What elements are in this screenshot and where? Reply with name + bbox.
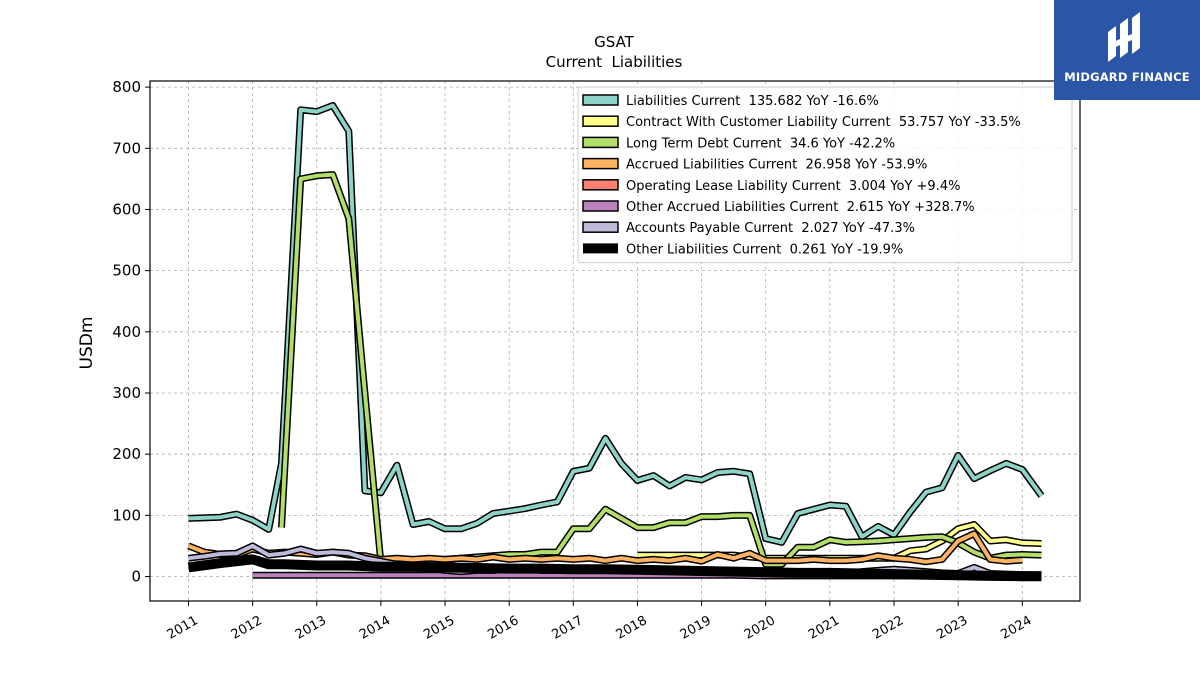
chart-title: GSAT xyxy=(594,33,635,51)
x-tick-label: 2018 xyxy=(614,613,650,643)
y-tick-label: 200 xyxy=(112,445,141,463)
series-line xyxy=(187,554,1042,582)
y-tick-label: 300 xyxy=(112,384,141,402)
legend: Liabilities Current 135.682 YoY -16.6% Co… xyxy=(577,86,1073,264)
x-tick-label: 2012 xyxy=(229,613,265,643)
legend-swatch xyxy=(582,179,619,191)
x-tick-label: 2020 xyxy=(742,613,778,643)
y-tick-label: 600 xyxy=(112,200,141,218)
x-tick-label: 2013 xyxy=(293,613,329,643)
chart-subtitle: Current Liabilities xyxy=(546,53,683,71)
x-tick-label: 2015 xyxy=(421,613,457,643)
plot-frame xyxy=(149,80,1081,602)
brand-name: MIDGARD FINANCE xyxy=(1064,70,1190,84)
x-tick-label: 2017 xyxy=(549,613,585,643)
series-line-path xyxy=(188,103,1044,545)
midgard-logo-icon xyxy=(1108,12,1140,62)
legend-swatch xyxy=(582,200,619,212)
legend-label: Other Liabilities Current 0.261 YoY -19.… xyxy=(626,242,903,257)
y-tick-label: 400 xyxy=(112,323,141,341)
legend-swatch xyxy=(582,94,619,106)
legend-swatch xyxy=(582,221,619,233)
legend-swatch xyxy=(582,136,619,149)
y-tick-label: 800 xyxy=(112,78,141,96)
series-line-path xyxy=(187,554,1042,582)
y-tick-label: 100 xyxy=(112,506,141,524)
y-tick-label: 0 xyxy=(131,568,141,586)
legend-label: Contract With Customer Liability Current… xyxy=(626,115,1021,130)
legend-swatch xyxy=(582,115,619,127)
x-tick-label: 2024 xyxy=(998,613,1034,643)
x-tick-label: 2022 xyxy=(870,613,906,643)
y-axis-label: USDm xyxy=(77,317,97,370)
legend-label: Operating Lease Liability Current 3.004 … xyxy=(626,179,960,194)
x-tick-label: 2016 xyxy=(485,613,521,643)
series-line xyxy=(188,102,1045,546)
x-tick-label: 2021 xyxy=(806,613,842,643)
legend-swatch xyxy=(582,157,619,170)
y-tick-label: 700 xyxy=(112,139,141,157)
series-lines xyxy=(187,102,1045,582)
x-tick-label: 2019 xyxy=(678,613,714,643)
x-tick-label: 2014 xyxy=(357,613,393,643)
y-tick-label: 500 xyxy=(112,262,141,280)
x-tick-label: 2011 xyxy=(165,613,201,643)
legend-label: Liabilities Current 135.682 YoY -16.6% xyxy=(626,94,879,109)
legend-label: Accrued Liabilities Current 26.958 YoY -… xyxy=(626,158,927,173)
legend-swatch xyxy=(583,243,618,254)
x-tick-label: 2023 xyxy=(934,613,970,643)
legend-label: Long Term Debt Current 34.6 YoY -42.2% xyxy=(626,136,895,151)
legend-label: Other Accrued Liabilities Current 2.615 … xyxy=(626,200,975,215)
legend-label: Accounts Payable Current 2.027 YoY -47.3… xyxy=(626,221,915,236)
brand-logo: MIDGARD FINANCE xyxy=(1054,0,1200,100)
legend-box xyxy=(577,86,1073,264)
